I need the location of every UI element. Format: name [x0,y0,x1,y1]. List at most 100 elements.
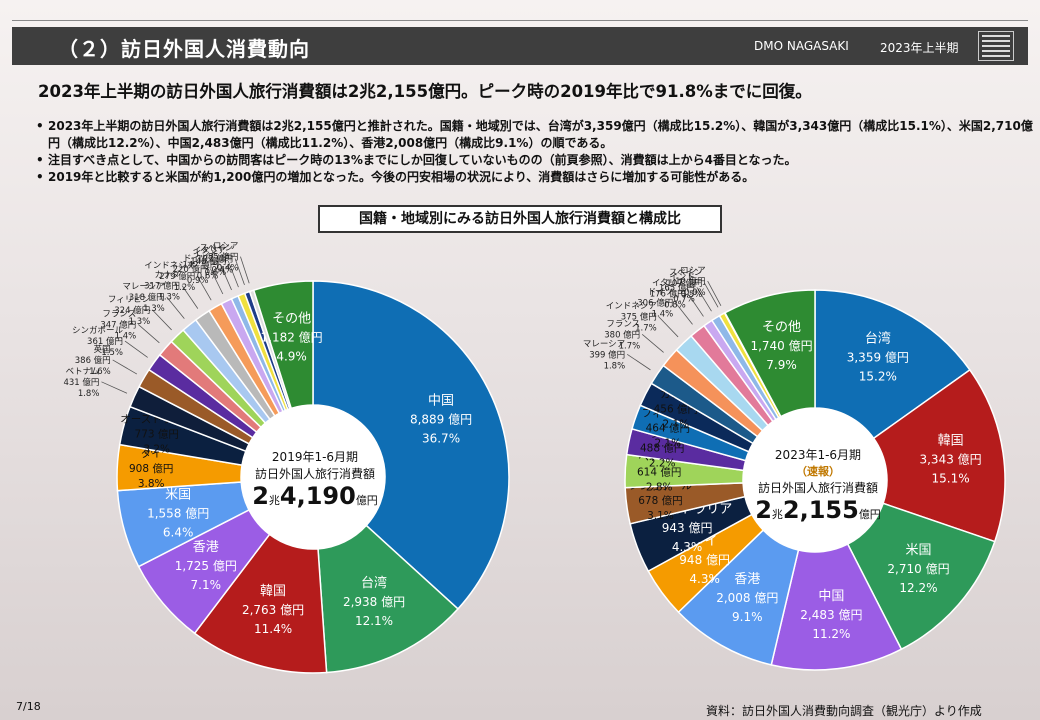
slice-label-1-8: 2.8% [646,482,673,494]
slice-label-0-4: 6.4% [163,526,194,540]
leader-line-1-15 [674,302,693,325]
slice-label-0-2: 韓国 [260,584,286,599]
summary-bullets: 2023年上半期の訪日外国人旅行消費額は2兆2,155億円と推計された。国籍・地… [36,118,1036,186]
slice-label-1-13: フランス [606,319,640,329]
slice-label-0-4: 米国 [165,488,191,503]
center-label-2019: 2019年1-6月期 訪日外国人旅行消費額 2兆4,190億円 [240,448,390,515]
center-period: 2019年1-6月期 [271,450,359,464]
slice-label-1-20: 1,740 億円 [750,339,812,353]
leader-line-0-8 [112,359,138,375]
slice-label-1-17: インド [669,272,695,282]
slice-label-0-4: 1,558 億円 [147,507,209,521]
slice-label-0-20: 1,182 億円 [261,331,323,345]
slice-label-1-6: 943 億円 [662,521,713,535]
slice-label-1-20: 7.9% [766,358,797,372]
center-caption: 訪日外国人旅行消費額 [254,467,375,481]
slice-label-0-10: フランス [102,309,136,319]
slice-label-0-7: 1.8% [78,389,100,399]
slice-label-0-20: 4.9% [276,350,307,364]
slice-label-1-2: 2,710 億円 [887,562,949,576]
slice-label-1-19: 10 億円 [675,276,706,287]
slice-label-0-0: 中国 [428,393,454,408]
slice-label-0-19: ロシア [213,242,239,252]
slice-label-0-3: 1,725 億円 [175,559,237,573]
slice-label-0-10: 1.4% [115,331,137,341]
source-note: 資料：訪日外国人消費動向調査（観光庁）より作成 [706,704,982,718]
page-number: 7/18 [16,700,41,713]
slice-label-1-12: マレーシア [583,339,625,349]
leader-line-0-7 [101,381,128,394]
brand-logo [978,31,1014,61]
slice-label-0-11: 324 億円 [114,305,150,316]
period-label: 2023年上半期 [880,41,959,55]
section-title: （２）訪日外国人消費動向 [58,37,310,61]
slice-label-1-16: 176 億円 [650,288,686,299]
org-name: DMO NAGASAKI [754,39,849,53]
slice-label-0-13: 317 億円 [144,281,180,292]
slice-label-0-9: 1.5% [101,348,123,358]
slice-label-1-1: 3,343 億円 [919,452,981,466]
slice-label-1-16: 0.8% [664,300,686,310]
slice-label-0-19: 0.4% [217,264,239,274]
slice-label-0-6: 773 億円 [135,427,179,440]
leader-line-0-14 [196,275,212,301]
slice-label-1-7: 3.1% [647,510,674,522]
slice-label-0-7: ベトナム [66,367,100,377]
leader-line-1-17 [696,287,712,312]
slice-label-1-3: 2,483 億円 [800,608,862,622]
leader-line-0-17 [227,260,239,288]
leader-line-0-12 [166,296,185,319]
slice-label-0-16: 0.6% [197,271,219,281]
slice-label-1-15: 306 億円 [637,297,673,308]
slice-label-0-18: 103 億円 [197,253,233,264]
slice-label-0-12: 318 億円 [129,292,165,303]
slice-label-1-3: 中国 [818,589,844,604]
slice-label-0-10: 347 億円 [100,319,136,330]
slice-label-0-1: 台湾 [361,575,387,591]
slice-label-0-15: ドイツ [183,254,209,264]
center-preliminary: （速報） [796,465,840,478]
slice-label-0-14: 1.2% [174,283,196,293]
slice-label-1-12: 399 億円 [589,349,625,360]
slice-label-1-19: 0.0% [684,288,706,298]
slice-label-1-0: 3,359 億円 [847,350,909,364]
leader-line-0-10 [137,324,160,344]
slice-label-0-13: 1.3% [158,293,180,303]
slice-label-1-17: 0.7% [673,294,695,304]
slice-label-1-15: 1.4% [652,309,674,319]
leader-line-1-18 [704,282,719,308]
slice-label-1-13: 1.7% [619,341,641,351]
slice-label-0-12: マレーシア [122,282,164,292]
slice-label-1-11: 456 億円 [654,403,698,416]
bullet-item: 2019年と比較すると米国が約1,200億円の増加となった。今後の円安相場の状況… [36,169,1036,186]
slice-label-1-9: 2.2% [649,458,676,470]
leader-line-0-15 [210,268,224,295]
donut-hole-1 [743,408,887,552]
slice-label-1-19: ロシア [680,266,706,276]
slice-label-1-14: 1.7% [635,324,657,334]
leader-line-1-19 [707,280,722,306]
slice-label-1-2: 米国 [905,543,931,558]
slice-label-0-0: 8,889 億円 [410,412,472,426]
slice-label-0-9: シンガポール [72,325,124,336]
slice-label-1-6: 4.3% [672,540,703,554]
leader-line-1-12 [626,353,651,371]
slice-label-0-14: インドネシア [144,261,195,271]
slice-label-1-13: 380 億円 [604,329,640,340]
slice-label-1-16: イタリア [652,278,686,288]
slice-label-1-15: ドイツ [648,287,674,297]
slice-label-1-7: 678 億円 [638,494,682,507]
leader-line-1-16 [687,293,704,317]
slice-label-0-6: 3.2% [143,443,170,455]
leader-line-0-11 [151,309,172,331]
slice-label-0-20: その他 [272,312,311,327]
slice-label-0-19: 85 億円 [208,252,239,263]
slice-label-0-1: 2,938 億円 [343,595,405,609]
leader-line-0-16 [220,264,232,291]
slice-label-0-15: 0.9% [187,276,209,286]
slice-label-0-16: インド [193,249,219,259]
slice-label-0-18: スペイン [200,243,233,253]
slice-label-0-17: 140 億円 [190,256,226,267]
center-total: 2兆4,190億円 [252,482,378,510]
